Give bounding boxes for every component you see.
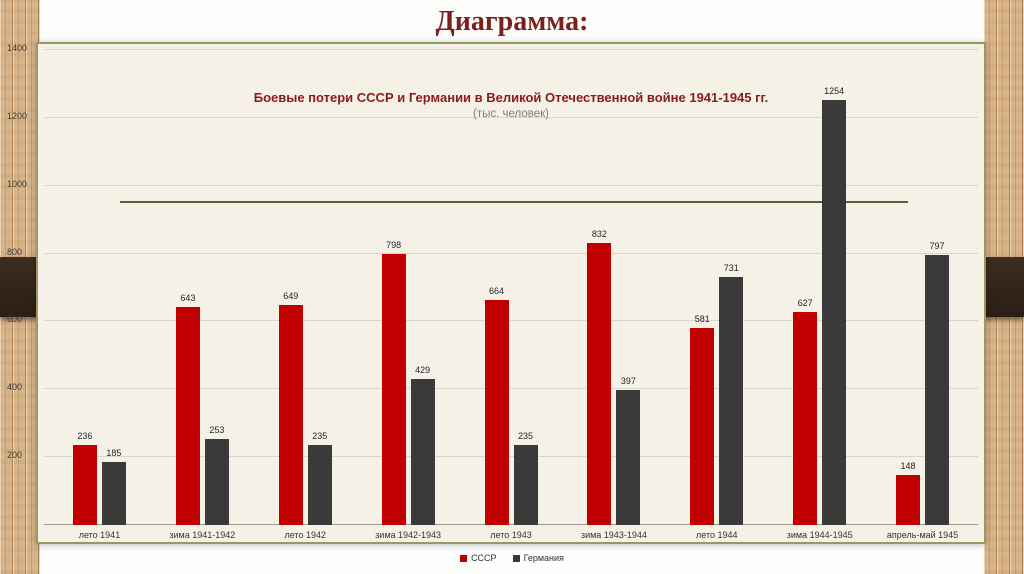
bar-value-label: 253	[209, 425, 225, 436]
legend-swatch-ussr	[460, 554, 468, 562]
y-axis-label: 200	[7, 450, 23, 461]
bar-group: 581 731	[665, 263, 768, 525]
bar-value-label: 1254	[824, 85, 845, 96]
bar-group: 649 235	[254, 291, 357, 525]
legend-item-ussr: СССР	[460, 553, 497, 563]
x-axis-label: лето 1943	[490, 530, 532, 540]
gridline	[44, 252, 978, 254]
bar-ussr: 664	[484, 286, 509, 525]
bar-group: 236 185	[48, 431, 151, 525]
bar-value-label: 649	[283, 290, 299, 301]
bar-ussr: 148	[896, 461, 921, 525]
gridline	[44, 320, 978, 322]
bar-group: 148 797	[871, 241, 974, 525]
bar-germany: 1254	[822, 86, 847, 525]
bar-value-label: 643	[180, 292, 196, 303]
bars: 236 185 643 253 649 235 798 429 664 235 832 397 581 7…	[44, 50, 978, 525]
x-axis-label: апрель-май 1945	[886, 530, 959, 540]
bar-value-label: 397	[620, 376, 636, 387]
chart-title: Боевые потери СССР и Германии в Великой …	[253, 90, 769, 105]
y-axis-labels: 200 400 600 800 1000 1200 1400	[0, 43, 34, 523]
bar-value-label: 731	[723, 262, 739, 273]
bar-value-label: 627	[797, 298, 813, 309]
bar-germany: 253	[204, 425, 229, 525]
gridline	[44, 388, 978, 390]
bar-germany: 429	[410, 365, 435, 525]
x-axis-label: лето 1941	[78, 530, 121, 540]
bar-germany: 731	[719, 263, 744, 525]
bar-value-label: 235	[312, 431, 328, 442]
bar-value-label: 235	[517, 431, 534, 442]
bar-group: 664 235	[460, 286, 563, 525]
decorative-line	[120, 200, 908, 203]
legend-swatch-germany	[512, 554, 520, 562]
y-axis-label: 1400	[7, 43, 28, 53]
x-axis-label: зима 1943-1944	[580, 530, 647, 540]
bar-germany: 797	[925, 241, 950, 525]
legend-item-germany: Германия	[512, 553, 564, 563]
bar-germany: 235	[307, 431, 332, 525]
bar-value-label: 832	[591, 228, 607, 239]
bar-value-label: 185	[106, 448, 122, 459]
y-axis-label: 1000	[7, 178, 28, 189]
legend: СССР Германия	[0, 553, 1024, 563]
bar-value-label: 148	[900, 460, 916, 471]
bar-ussr: 798	[381, 240, 406, 525]
bar-group: 643 253	[151, 293, 254, 525]
bar-value-label: 797	[929, 240, 945, 251]
bar-ussr: 832	[587, 229, 612, 525]
gridline	[44, 49, 978, 50]
legend-label-ussr: СССР	[471, 553, 497, 563]
plot-area: 236 185 643 253 649 235 798 429 664 235 832 397 581 7…	[44, 49, 978, 525]
bar-ussr: 581	[690, 314, 715, 525]
gridline	[44, 456, 978, 458]
bar-germany: 185	[101, 448, 126, 525]
slide-title: Диаграмма:	[435, 6, 589, 37]
x-axis-labels: лето 1941 зима 1941-1942 лето 1942 зима 194…	[44, 525, 978, 540]
x-axis-label: зима 1942-1943	[375, 530, 442, 540]
x-axis-line	[44, 524, 978, 525]
bar-group: 832 397	[562, 229, 665, 525]
bar-ussr: 236	[72, 431, 97, 525]
x-axis-label: лето 1944	[696, 530, 738, 540]
bar-group: 627 1254	[768, 86, 871, 525]
legend-label-germany: Германия	[523, 553, 564, 563]
bar-ussr: 643	[175, 293, 200, 525]
x-axis-label: лето 1942	[284, 530, 326, 540]
y-axis-label: 800	[7, 246, 23, 257]
gridline	[44, 184, 978, 186]
bar-value-label: 664	[488, 285, 505, 296]
gridline	[44, 116, 978, 118]
x-axis-label: зима 1941-1942	[169, 530, 236, 540]
bar-germany: 397	[616, 376, 641, 525]
bar-value-label: 429	[415, 365, 431, 376]
y-axis-label: 1200	[7, 110, 28, 121]
bar-germany: 235	[513, 431, 538, 525]
y-axis-label: 400	[7, 382, 23, 393]
chart-subtitle: (тыс. человек)	[473, 108, 549, 120]
x-axis-label: зима 1944-1945	[786, 530, 853, 540]
bar-value-label: 581	[694, 313, 710, 324]
bar-ussr: 649	[278, 291, 303, 525]
y-axis-label: 600	[7, 314, 23, 325]
bar-value-label: 236	[77, 430, 93, 441]
bar-ussr: 627	[793, 298, 818, 525]
bar-value-label: 798	[386, 240, 402, 251]
bar-group: 798 429	[357, 240, 460, 525]
chart-panel: 236 185 643 253 649 235 798 429 664 235 832 397 581 7…	[36, 42, 986, 544]
